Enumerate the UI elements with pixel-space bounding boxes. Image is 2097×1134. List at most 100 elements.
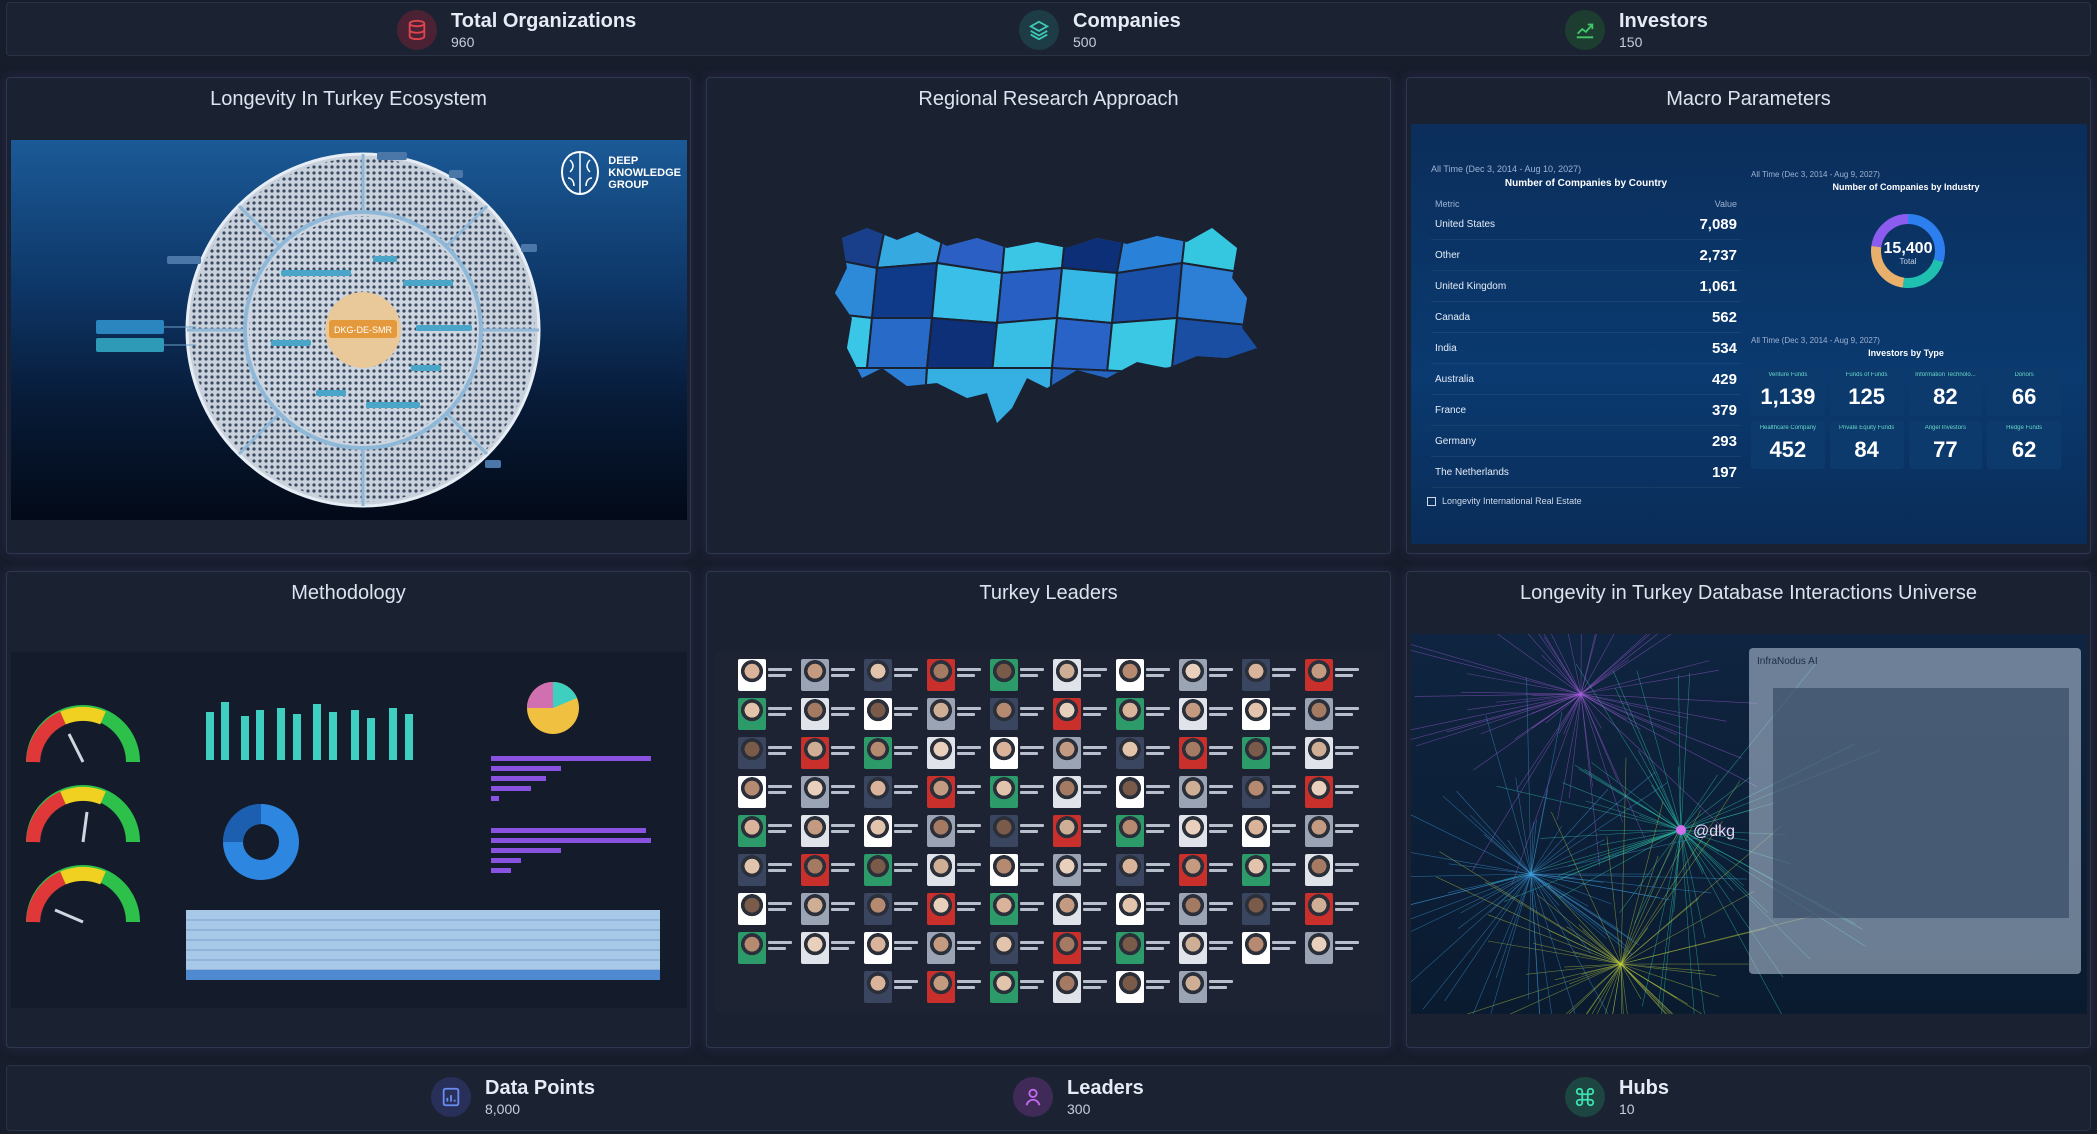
leader-card[interactable]	[801, 892, 860, 926]
leader-card[interactable]	[1242, 736, 1301, 770]
leader-card[interactable]	[927, 892, 986, 926]
leader-card[interactable]	[864, 970, 923, 1004]
leader-card[interactable]	[1179, 853, 1238, 887]
leader-card[interactable]	[1116, 892, 1175, 926]
leader-card[interactable]	[801, 775, 860, 809]
methodology-dashboard[interactable]	[11, 652, 687, 1008]
leader-card[interactable]	[990, 775, 1049, 809]
leader-card[interactable]	[1053, 736, 1112, 770]
leader-card[interactable]	[738, 736, 797, 770]
leader-card[interactable]	[990, 814, 1049, 848]
leader-card[interactable]	[864, 931, 923, 965]
leader-card[interactable]	[990, 658, 1049, 692]
leader-card[interactable]	[927, 697, 986, 731]
leader-card[interactable]	[1242, 853, 1301, 887]
leader-card[interactable]	[1179, 736, 1238, 770]
infranodus-graph-area[interactable]	[1773, 688, 2069, 918]
leader-card[interactable]	[738, 697, 797, 731]
leader-card[interactable]	[1179, 931, 1238, 965]
leader-card[interactable]	[990, 736, 1049, 770]
leader-card[interactable]	[1116, 970, 1175, 1004]
leader-card[interactable]	[1053, 853, 1112, 887]
leader-card[interactable]	[864, 775, 923, 809]
leader-card[interactable]	[1305, 775, 1364, 809]
leader-card[interactable]	[864, 853, 923, 887]
leader-card[interactable]	[738, 814, 797, 848]
leader-card[interactable]	[927, 970, 986, 1004]
leaders-gallery[interactable]	[715, 652, 1385, 1012]
leader-card[interactable]	[927, 736, 986, 770]
leader-card[interactable]	[1305, 892, 1364, 926]
leader-card[interactable]	[990, 697, 1049, 731]
panel-methodology[interactable]: Methodology	[6, 571, 691, 1048]
leader-card[interactable]	[1053, 931, 1112, 965]
leader-card[interactable]	[990, 931, 1049, 965]
panel-macro-parameters[interactable]: Macro Parameters All Time (Dec 3, 2014 -…	[1406, 77, 2091, 554]
leader-card[interactable]	[1179, 814, 1238, 848]
leader-card[interactable]	[864, 697, 923, 731]
leader-card[interactable]	[1116, 814, 1175, 848]
macro-dashboard[interactable]: All Time (Dec 3, 2014 - Aug 10, 2027) Nu…	[1411, 124, 2087, 544]
leader-card[interactable]	[1242, 658, 1301, 692]
leader-card[interactable]	[1242, 931, 1301, 965]
leader-card[interactable]	[1116, 736, 1175, 770]
leader-card[interactable]	[801, 736, 860, 770]
leader-card[interactable]	[864, 736, 923, 770]
leader-card[interactable]	[1305, 697, 1364, 731]
leader-card[interactable]	[1116, 853, 1175, 887]
leader-card[interactable]	[927, 814, 986, 848]
leader-card[interactable]	[801, 697, 860, 731]
leader-card[interactable]	[1305, 931, 1364, 965]
leader-card[interactable]	[1053, 775, 1112, 809]
leader-card[interactable]	[927, 931, 986, 965]
leader-card[interactable]	[1053, 697, 1112, 731]
leader-card[interactable]	[927, 775, 986, 809]
leader-card[interactable]	[1305, 658, 1364, 692]
leader-card[interactable]	[864, 658, 923, 692]
leader-card[interactable]	[1179, 970, 1238, 1004]
leader-card[interactable]	[1116, 931, 1175, 965]
leader-card[interactable]	[801, 853, 860, 887]
leader-card[interactable]	[1179, 658, 1238, 692]
leader-card[interactable]	[738, 775, 797, 809]
leader-card[interactable]	[1179, 697, 1238, 731]
panel-database-universe[interactable]: Longevity in Turkey Database Interaction…	[1406, 571, 2091, 1048]
leader-card[interactable]	[1053, 970, 1112, 1004]
leader-card[interactable]	[1116, 697, 1175, 731]
network-graph[interactable]: @dkg InfraNodus AI	[1411, 634, 2087, 1014]
leader-card[interactable]	[1242, 697, 1301, 731]
leader-card[interactable]	[1242, 892, 1301, 926]
leader-card[interactable]	[738, 931, 797, 965]
leader-card[interactable]	[738, 853, 797, 887]
leader-card[interactable]	[1053, 814, 1112, 848]
infranodus-window[interactable]: InfraNodus AI	[1749, 648, 2081, 974]
leader-card[interactable]	[1116, 658, 1175, 692]
leader-card[interactable]	[990, 853, 1049, 887]
leader-card[interactable]	[801, 931, 860, 965]
leader-card[interactable]	[1116, 775, 1175, 809]
leader-card[interactable]	[990, 892, 1049, 926]
leader-card[interactable]	[927, 658, 986, 692]
leader-card[interactable]	[738, 892, 797, 926]
panel-regional-research[interactable]: Regional Research Approach	[706, 77, 1391, 554]
leader-card[interactable]	[864, 814, 923, 848]
leader-card[interactable]	[1179, 892, 1238, 926]
leader-card[interactable]	[1053, 892, 1112, 926]
ecosystem-map[interactable]: DKG-DE-SMR DEEP KNOWLE	[11, 140, 687, 520]
leader-card[interactable]	[1305, 853, 1364, 887]
leader-card[interactable]	[1242, 814, 1301, 848]
leader-card[interactable]	[1305, 814, 1364, 848]
leader-card[interactable]	[1305, 736, 1364, 770]
panel-turkey-leaders[interactable]: Turkey Leaders	[706, 571, 1391, 1048]
leader-card[interactable]	[1242, 775, 1301, 809]
leader-card[interactable]	[927, 853, 986, 887]
leader-card[interactable]	[738, 658, 797, 692]
turkey-map[interactable]	[827, 218, 1277, 448]
leader-card[interactable]	[990, 970, 1049, 1004]
leader-card[interactable]	[1053, 658, 1112, 692]
leader-card[interactable]	[801, 814, 860, 848]
leader-card[interactable]	[864, 892, 923, 926]
leader-card[interactable]	[1179, 775, 1238, 809]
leader-card[interactable]	[801, 658, 860, 692]
panel-ecosystem[interactable]: Longevity In Turkey Ecosystem DKG-DE-SMR	[6, 77, 691, 554]
